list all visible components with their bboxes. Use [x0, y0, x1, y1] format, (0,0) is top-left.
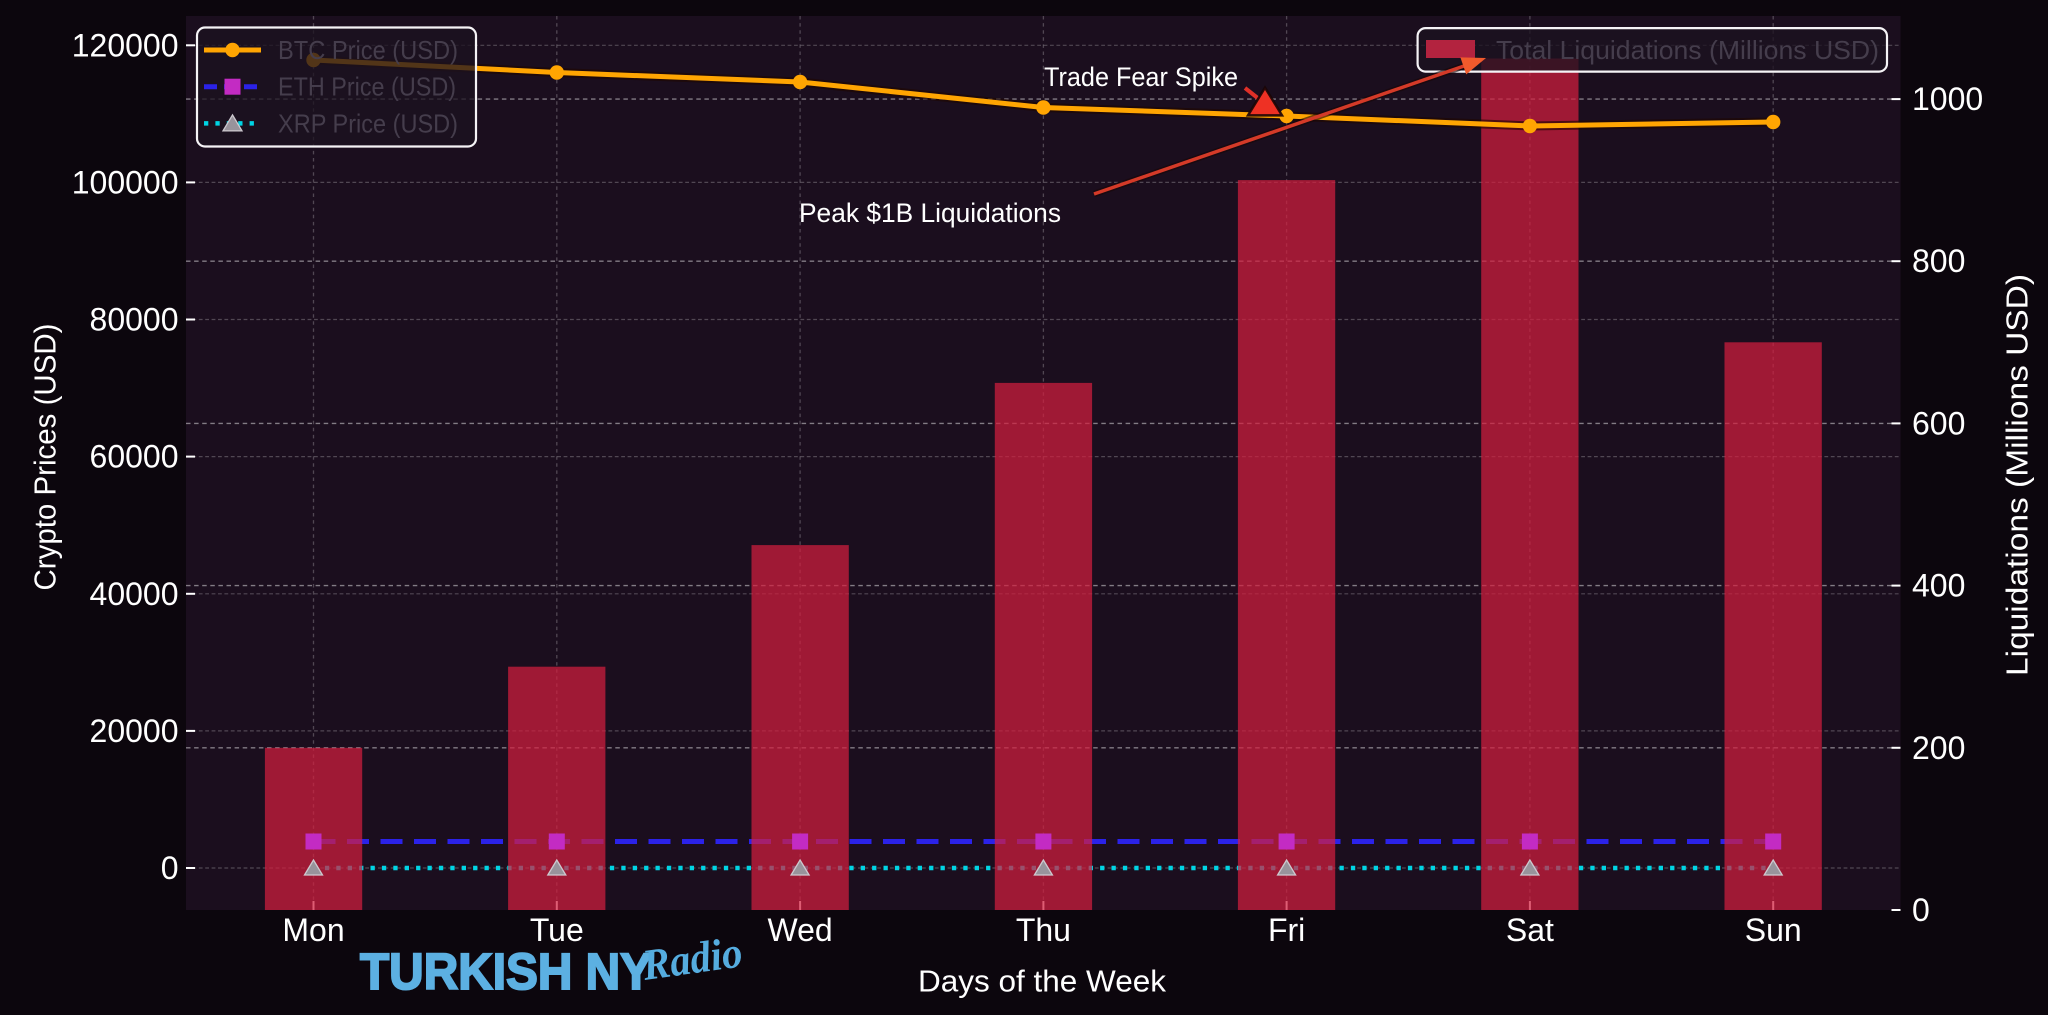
svg-text:XRP Price (USD): XRP Price (USD): [278, 108, 458, 138]
svg-text:200: 200: [1912, 730, 1965, 766]
svg-text:Sun: Sun: [1745, 912, 1802, 948]
svg-text:TURKISH NY: TURKISH NY: [360, 943, 652, 1000]
svg-text:Sat: Sat: [1506, 912, 1554, 948]
svg-text:Liquidations (Millions USD): Liquidations (Millions USD): [2000, 274, 2035, 676]
svg-text:600: 600: [1912, 405, 1965, 441]
svg-text:Mon: Mon: [282, 912, 344, 948]
svg-text:Wed: Wed: [767, 912, 832, 948]
svg-text:Thu: Thu: [1016, 912, 1071, 948]
svg-text:ETH Price (USD): ETH Price (USD): [278, 72, 456, 102]
svg-text:20000: 20000: [90, 713, 179, 749]
svg-text:Trade Fear Spike: Trade Fear Spike: [1044, 62, 1238, 92]
svg-text:1000: 1000: [1912, 81, 1983, 117]
svg-text:120000: 120000: [72, 27, 179, 63]
svg-text:800: 800: [1912, 243, 1965, 279]
svg-text:Peak $1B Liquidations: Peak $1B Liquidations: [799, 198, 1061, 228]
svg-text:40000: 40000: [90, 576, 179, 612]
svg-text:80000: 80000: [90, 302, 179, 338]
svg-text:0: 0: [161, 850, 179, 886]
svg-text:Tue: Tue: [530, 912, 584, 948]
svg-text:100000: 100000: [72, 164, 179, 200]
svg-text:Fri: Fri: [1268, 912, 1305, 948]
svg-text:BTC Price (USD): BTC Price (USD): [278, 35, 458, 65]
svg-text:60000: 60000: [90, 439, 179, 475]
svg-text:Total Liquidations (Millions U: Total Liquidations (Millions USD): [1496, 35, 1879, 65]
svg-text:Days of the Week: Days of the Week: [918, 964, 1166, 999]
svg-text:0: 0: [1912, 892, 1930, 928]
svg-text:Crypto Prices (USD): Crypto Prices (USD): [28, 324, 63, 591]
svg-text:400: 400: [1912, 568, 1965, 604]
